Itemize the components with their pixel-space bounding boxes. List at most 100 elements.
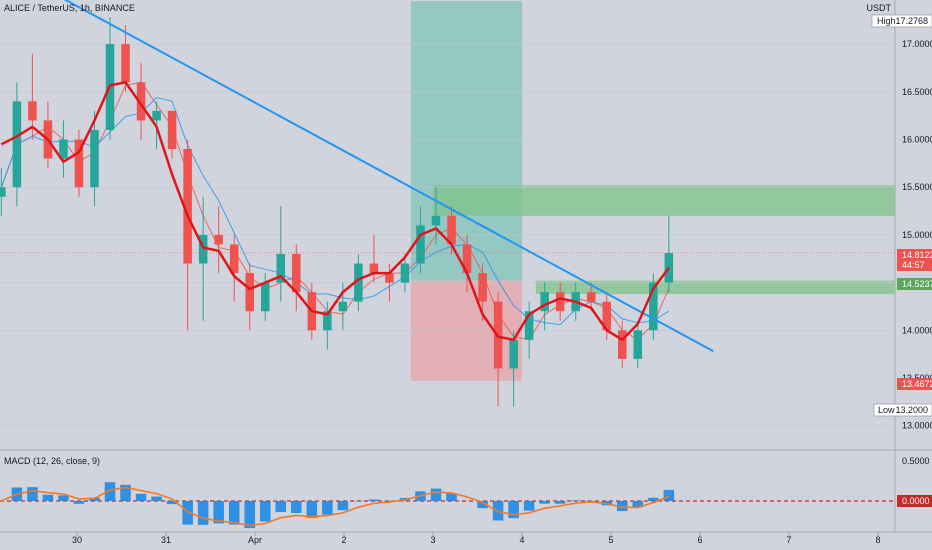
macd-histogram-bar bbox=[291, 501, 302, 514]
demand-zone[interactable] bbox=[535, 280, 895, 295]
price-gridlines bbox=[0, 43, 895, 427]
candle-body[interactable] bbox=[74, 139, 84, 188]
zone-level-badge bbox=[897, 278, 932, 290]
candle-body[interactable] bbox=[276, 253, 286, 283]
candle-body[interactable] bbox=[509, 339, 518, 369]
low-tag bbox=[873, 403, 932, 417]
price-tick-label: 13.0000 bbox=[902, 421, 932, 431]
macd-signal-line bbox=[1, 486, 670, 527]
candle-body[interactable] bbox=[447, 215, 456, 245]
macd-histogram-bar bbox=[477, 501, 488, 509]
macd-histogram-bar bbox=[104, 482, 116, 501]
candle-body[interactable] bbox=[260, 282, 270, 312]
candle-body[interactable] bbox=[478, 273, 487, 302]
macd-histogram-bar bbox=[135, 493, 147, 501]
candle-body[interactable] bbox=[462, 244, 472, 274]
macd-histogram-bar bbox=[648, 497, 659, 501]
candle-body[interactable] bbox=[121, 44, 130, 83]
macd-zero-badge bbox=[897, 495, 932, 507]
candle-body[interactable] bbox=[540, 292, 549, 312]
price-tick-label: 17.0000 bbox=[902, 39, 932, 49]
candle-body[interactable] bbox=[167, 110, 177, 150]
macd-histogram-bar bbox=[322, 501, 333, 515]
stop-zone[interactable] bbox=[410, 280, 522, 381]
candle-body[interactable] bbox=[633, 330, 643, 359]
candle-body[interactable] bbox=[245, 273, 254, 312]
candle-body[interactable] bbox=[354, 263, 363, 302]
candle-body[interactable] bbox=[555, 292, 565, 312]
macd-histogram-bar bbox=[42, 494, 54, 501]
price-tick-label: 16.0000 bbox=[902, 135, 932, 145]
macd-histogram-bar bbox=[617, 501, 628, 512]
candle-body[interactable] bbox=[292, 253, 301, 293]
macd-histogram-bar bbox=[446, 493, 457, 501]
candle-body[interactable] bbox=[369, 263, 379, 274]
macd-histogram-bar bbox=[120, 484, 131, 501]
macd-histogram-bar bbox=[523, 501, 535, 511]
descending-trendline[interactable] bbox=[50, 0, 714, 353]
candle-body[interactable] bbox=[152, 110, 161, 121]
low-label: Low bbox=[878, 405, 895, 415]
time-tick-label: 8 bbox=[875, 535, 880, 545]
price-tick-label: 14.0000 bbox=[902, 325, 932, 335]
hand-drawn-wave[interactable] bbox=[0, 81, 670, 342]
macd-histogram-bar bbox=[259, 501, 271, 522]
time-tick-label: 3 bbox=[430, 535, 435, 545]
candle-body[interactable] bbox=[323, 311, 332, 331]
candle-body[interactable] bbox=[183, 149, 192, 264]
macd-histogram-bar bbox=[58, 495, 69, 501]
drawing-zones[interactable] bbox=[410, 1, 895, 381]
candle-body[interactable] bbox=[12, 101, 22, 188]
macd-pane[interactable] bbox=[0, 450, 895, 532]
candle-body[interactable] bbox=[400, 263, 410, 283]
candle-body[interactable] bbox=[618, 330, 627, 359]
stop-level-badge bbox=[897, 378, 932, 390]
high-value: 17.2768 bbox=[895, 16, 928, 26]
candle-body[interactable] bbox=[586, 292, 596, 302]
high-tag bbox=[871, 14, 932, 28]
currency-label: USDT bbox=[867, 3, 892, 13]
macd-plot bbox=[0, 482, 895, 529]
candle-body[interactable] bbox=[28, 101, 37, 121]
time-tick-label: 4 bbox=[519, 535, 524, 545]
macd-histogram-bar bbox=[632, 501, 644, 508]
time-axis[interactable]: 30 31 Apr 2 3 4 5 6 7 8 bbox=[72, 532, 881, 545]
candle-body[interactable] bbox=[90, 129, 99, 188]
candle-body[interactable] bbox=[59, 139, 68, 159]
candle-body[interactable] bbox=[136, 82, 146, 121]
macd-histogram-bar bbox=[508, 501, 519, 519]
supply-zone[interactable] bbox=[433, 185, 895, 216]
candle-body[interactable] bbox=[385, 273, 394, 283]
candle-body[interactable] bbox=[431, 215, 441, 226]
candle-body[interactable] bbox=[649, 282, 658, 331]
high-label: High bbox=[877, 16, 896, 26]
candle-body[interactable] bbox=[416, 225, 425, 264]
price-tick-label: 15.0000 bbox=[902, 230, 932, 240]
macd-histogram-bar bbox=[182, 501, 193, 525]
target-zone[interactable] bbox=[410, 1, 522, 281]
macd-histogram-bar bbox=[337, 501, 349, 511]
macd-histogram-bar bbox=[27, 487, 38, 501]
macd-histogram-bar bbox=[554, 501, 566, 504]
macd-title: MACD (12, 26, close, 9) bbox=[4, 456, 100, 466]
candle-body[interactable] bbox=[524, 311, 534, 340]
time-tick-label: 30 bbox=[72, 535, 82, 545]
drawings[interactable] bbox=[0, 0, 895, 353]
candle-body[interactable] bbox=[198, 234, 208, 264]
candle-body[interactable] bbox=[0, 187, 6, 197]
macd-histogram-bar bbox=[151, 496, 162, 501]
price-tick-label: 16.5000 bbox=[902, 87, 932, 97]
candlesticks[interactable] bbox=[0, 17, 674, 407]
candle-body[interactable] bbox=[214, 234, 223, 245]
price-axis[interactable]: 17.000016.500016.000015.500015.000014.50… bbox=[902, 39, 932, 431]
macd-histogram-bar bbox=[244, 501, 255, 529]
symbol-title: ALICE / TetherUS, 1h, BINANCE bbox=[4, 3, 135, 13]
macd-histogram-bar bbox=[228, 501, 240, 525]
stop-level-value: 13.4672 bbox=[902, 379, 932, 389]
candle-body[interactable] bbox=[338, 301, 348, 312]
candle-body[interactable] bbox=[229, 244, 239, 274]
candle-body[interactable] bbox=[602, 301, 612, 331]
time-tick-label: Apr bbox=[248, 535, 262, 545]
